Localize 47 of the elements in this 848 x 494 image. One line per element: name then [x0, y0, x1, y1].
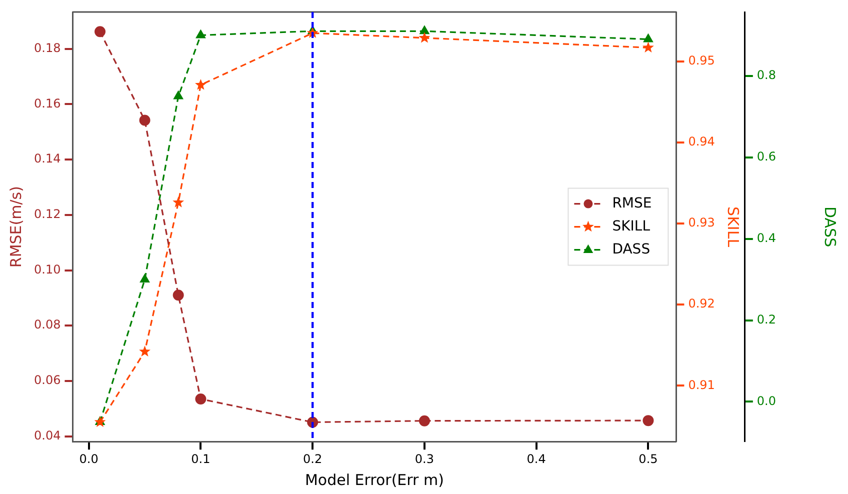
x-axis-title: Model Error(Err m) [304, 470, 444, 489]
y2-tick-label: 0.92 [688, 296, 715, 311]
y3-tick-label: 0.4 [756, 230, 776, 245]
y-tick-label: 0.06 [34, 373, 61, 388]
y3-tick-label: 0.0 [756, 394, 776, 408]
x-tick-label: 0.4 [526, 452, 546, 466]
x-tick-label: 0.2 [303, 452, 322, 466]
x-tick-label: 0.5 [638, 452, 658, 466]
y3-tick-label: 0.8 [756, 68, 776, 82]
y-tick-label: 0.18 [34, 40, 61, 55]
legend-label: DASS [612, 241, 650, 258]
y-tick-label: 0.14 [34, 152, 61, 166]
x-tick-label: 0.3 [414, 452, 434, 466]
point [139, 346, 150, 356]
point [94, 26, 106, 38]
legend-label: SKILL [612, 218, 650, 234]
point [172, 290, 184, 301]
y2-tick-label: 0.93 [688, 216, 715, 230]
point [643, 34, 654, 42]
y3-tick-label: 0.6 [756, 149, 776, 164]
y2-tick-label: 0.94 [688, 134, 715, 149]
point [195, 393, 206, 404]
y-tick-label: 0.16 [34, 96, 61, 110]
y3-axis-title: DASS [821, 206, 840, 248]
point [642, 415, 654, 426]
point [195, 78, 206, 90]
y2-axis-title: SKILL [724, 206, 742, 248]
y-tick-label: 0.04 [34, 428, 61, 442]
y-tick-label: 0.12 [34, 207, 61, 222]
y2-tick-label: 0.91 [688, 378, 715, 392]
point [196, 30, 206, 38]
y-tick-label: 0.08 [34, 318, 61, 332]
point [172, 196, 184, 208]
point [642, 42, 654, 53]
y-axis-title: RMSE(m/s) [6, 186, 25, 268]
point [139, 114, 150, 126]
x-tick-label: 0.0 [79, 452, 98, 466]
point [418, 32, 430, 43]
point [418, 415, 430, 426]
point [174, 90, 184, 100]
point [140, 274, 150, 283]
y2-tick-label: 0.95 [688, 54, 715, 68]
legend-label: RMSE [612, 195, 652, 212]
point [420, 26, 430, 34]
x-tick-label: 0.1 [191, 452, 210, 466]
y-tick-label: 0.10 [34, 262, 61, 276]
y3-tick-label: 0.2 [756, 312, 776, 326]
